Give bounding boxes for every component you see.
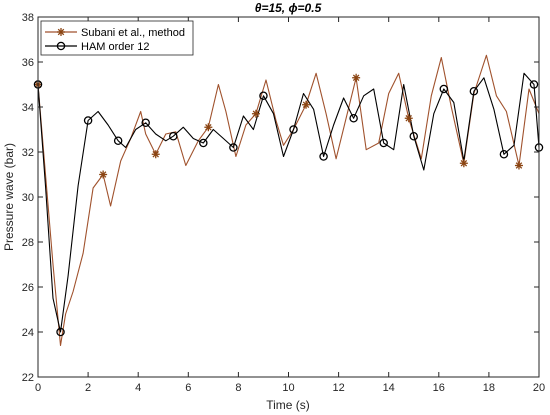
ham-data-point bbox=[83, 116, 93, 125]
ham-data-point bbox=[349, 114, 358, 123]
subani-data-point bbox=[204, 123, 213, 132]
x-tick-label: 2 bbox=[85, 382, 91, 394]
y-tick-label: 24 bbox=[22, 327, 34, 339]
ham-data-point bbox=[289, 125, 298, 134]
ham-data-point bbox=[469, 87, 479, 96]
y-tick-label: 32 bbox=[22, 147, 34, 159]
ham-data-point bbox=[439, 84, 449, 94]
chart-title: θ=15, ϕ=0.5 bbox=[255, 1, 322, 15]
subani-data-point bbox=[99, 170, 108, 179]
legend-marker-ham bbox=[56, 41, 66, 51]
subani-data-point bbox=[459, 159, 468, 168]
x-tick-label: 14 bbox=[383, 382, 395, 394]
y-tick-label: 36 bbox=[22, 57, 34, 69]
x-tick-label: 6 bbox=[185, 382, 191, 394]
ham-data-point bbox=[259, 91, 268, 101]
series-line-subani bbox=[37, 54, 540, 347]
subani-data-point bbox=[151, 150, 160, 159]
ham-data-point bbox=[379, 138, 388, 148]
y-tick-label: 30 bbox=[22, 192, 34, 204]
subani-data-point bbox=[404, 114, 413, 123]
marker-layer bbox=[33, 73, 544, 337]
legend-label-subani: Subani et al., method bbox=[81, 27, 185, 39]
x-tick-label: 4 bbox=[135, 382, 141, 394]
legend-box bbox=[40, 20, 194, 56]
ham-data-point bbox=[229, 143, 238, 152]
legend: Subani et al., method HAM order 12 bbox=[40, 20, 194, 56]
x-axis-title: Time (s) bbox=[266, 398, 310, 412]
ham-data-point bbox=[169, 131, 178, 141]
x-axis: 0 2 4 6 8 10 12 14 16 18 20 bbox=[35, 17, 545, 394]
series-line-ham bbox=[37, 72, 540, 333]
y-axis: 22 24 26 28 30 32 34 36 38 bbox=[22, 12, 539, 384]
x-tick-label: 8 bbox=[235, 382, 241, 394]
x-tick-label: 16 bbox=[433, 382, 445, 394]
plot-area bbox=[38, 17, 539, 377]
y-tick-label: 22 bbox=[22, 372, 34, 384]
series-layer bbox=[37, 54, 540, 347]
x-tick-label: 10 bbox=[282, 382, 294, 394]
legend-label-ham: HAM order 12 bbox=[81, 41, 149, 53]
ham-data-point bbox=[141, 118, 150, 128]
y-tick-label: 26 bbox=[22, 282, 34, 294]
ham-data-point bbox=[199, 138, 208, 148]
subani-data-point bbox=[302, 100, 311, 109]
ham-data-point bbox=[499, 149, 509, 159]
x-tick-label: 20 bbox=[533, 382, 545, 394]
legend-marker-subani bbox=[57, 28, 65, 36]
y-tick-label: 28 bbox=[22, 237, 34, 249]
y-axis-title: Pressure wave (bar) bbox=[2, 143, 16, 251]
y-tick-label: 38 bbox=[22, 12, 34, 24]
x-tick-label: 12 bbox=[332, 382, 344, 394]
subani-data-point bbox=[514, 161, 523, 170]
x-tick-label: 18 bbox=[483, 382, 495, 394]
y-tick-label: 34 bbox=[22, 102, 34, 114]
ham-data-point bbox=[113, 136, 123, 145]
ham-data-point bbox=[319, 152, 328, 161]
x-tick-label: 0 bbox=[35, 382, 41, 394]
subani-data-point bbox=[352, 73, 361, 82]
subani-data-point bbox=[251, 109, 260, 118]
ham-data-point bbox=[529, 80, 539, 89]
ham-data-point bbox=[409, 131, 418, 141]
ham-data-point bbox=[56, 327, 65, 337]
